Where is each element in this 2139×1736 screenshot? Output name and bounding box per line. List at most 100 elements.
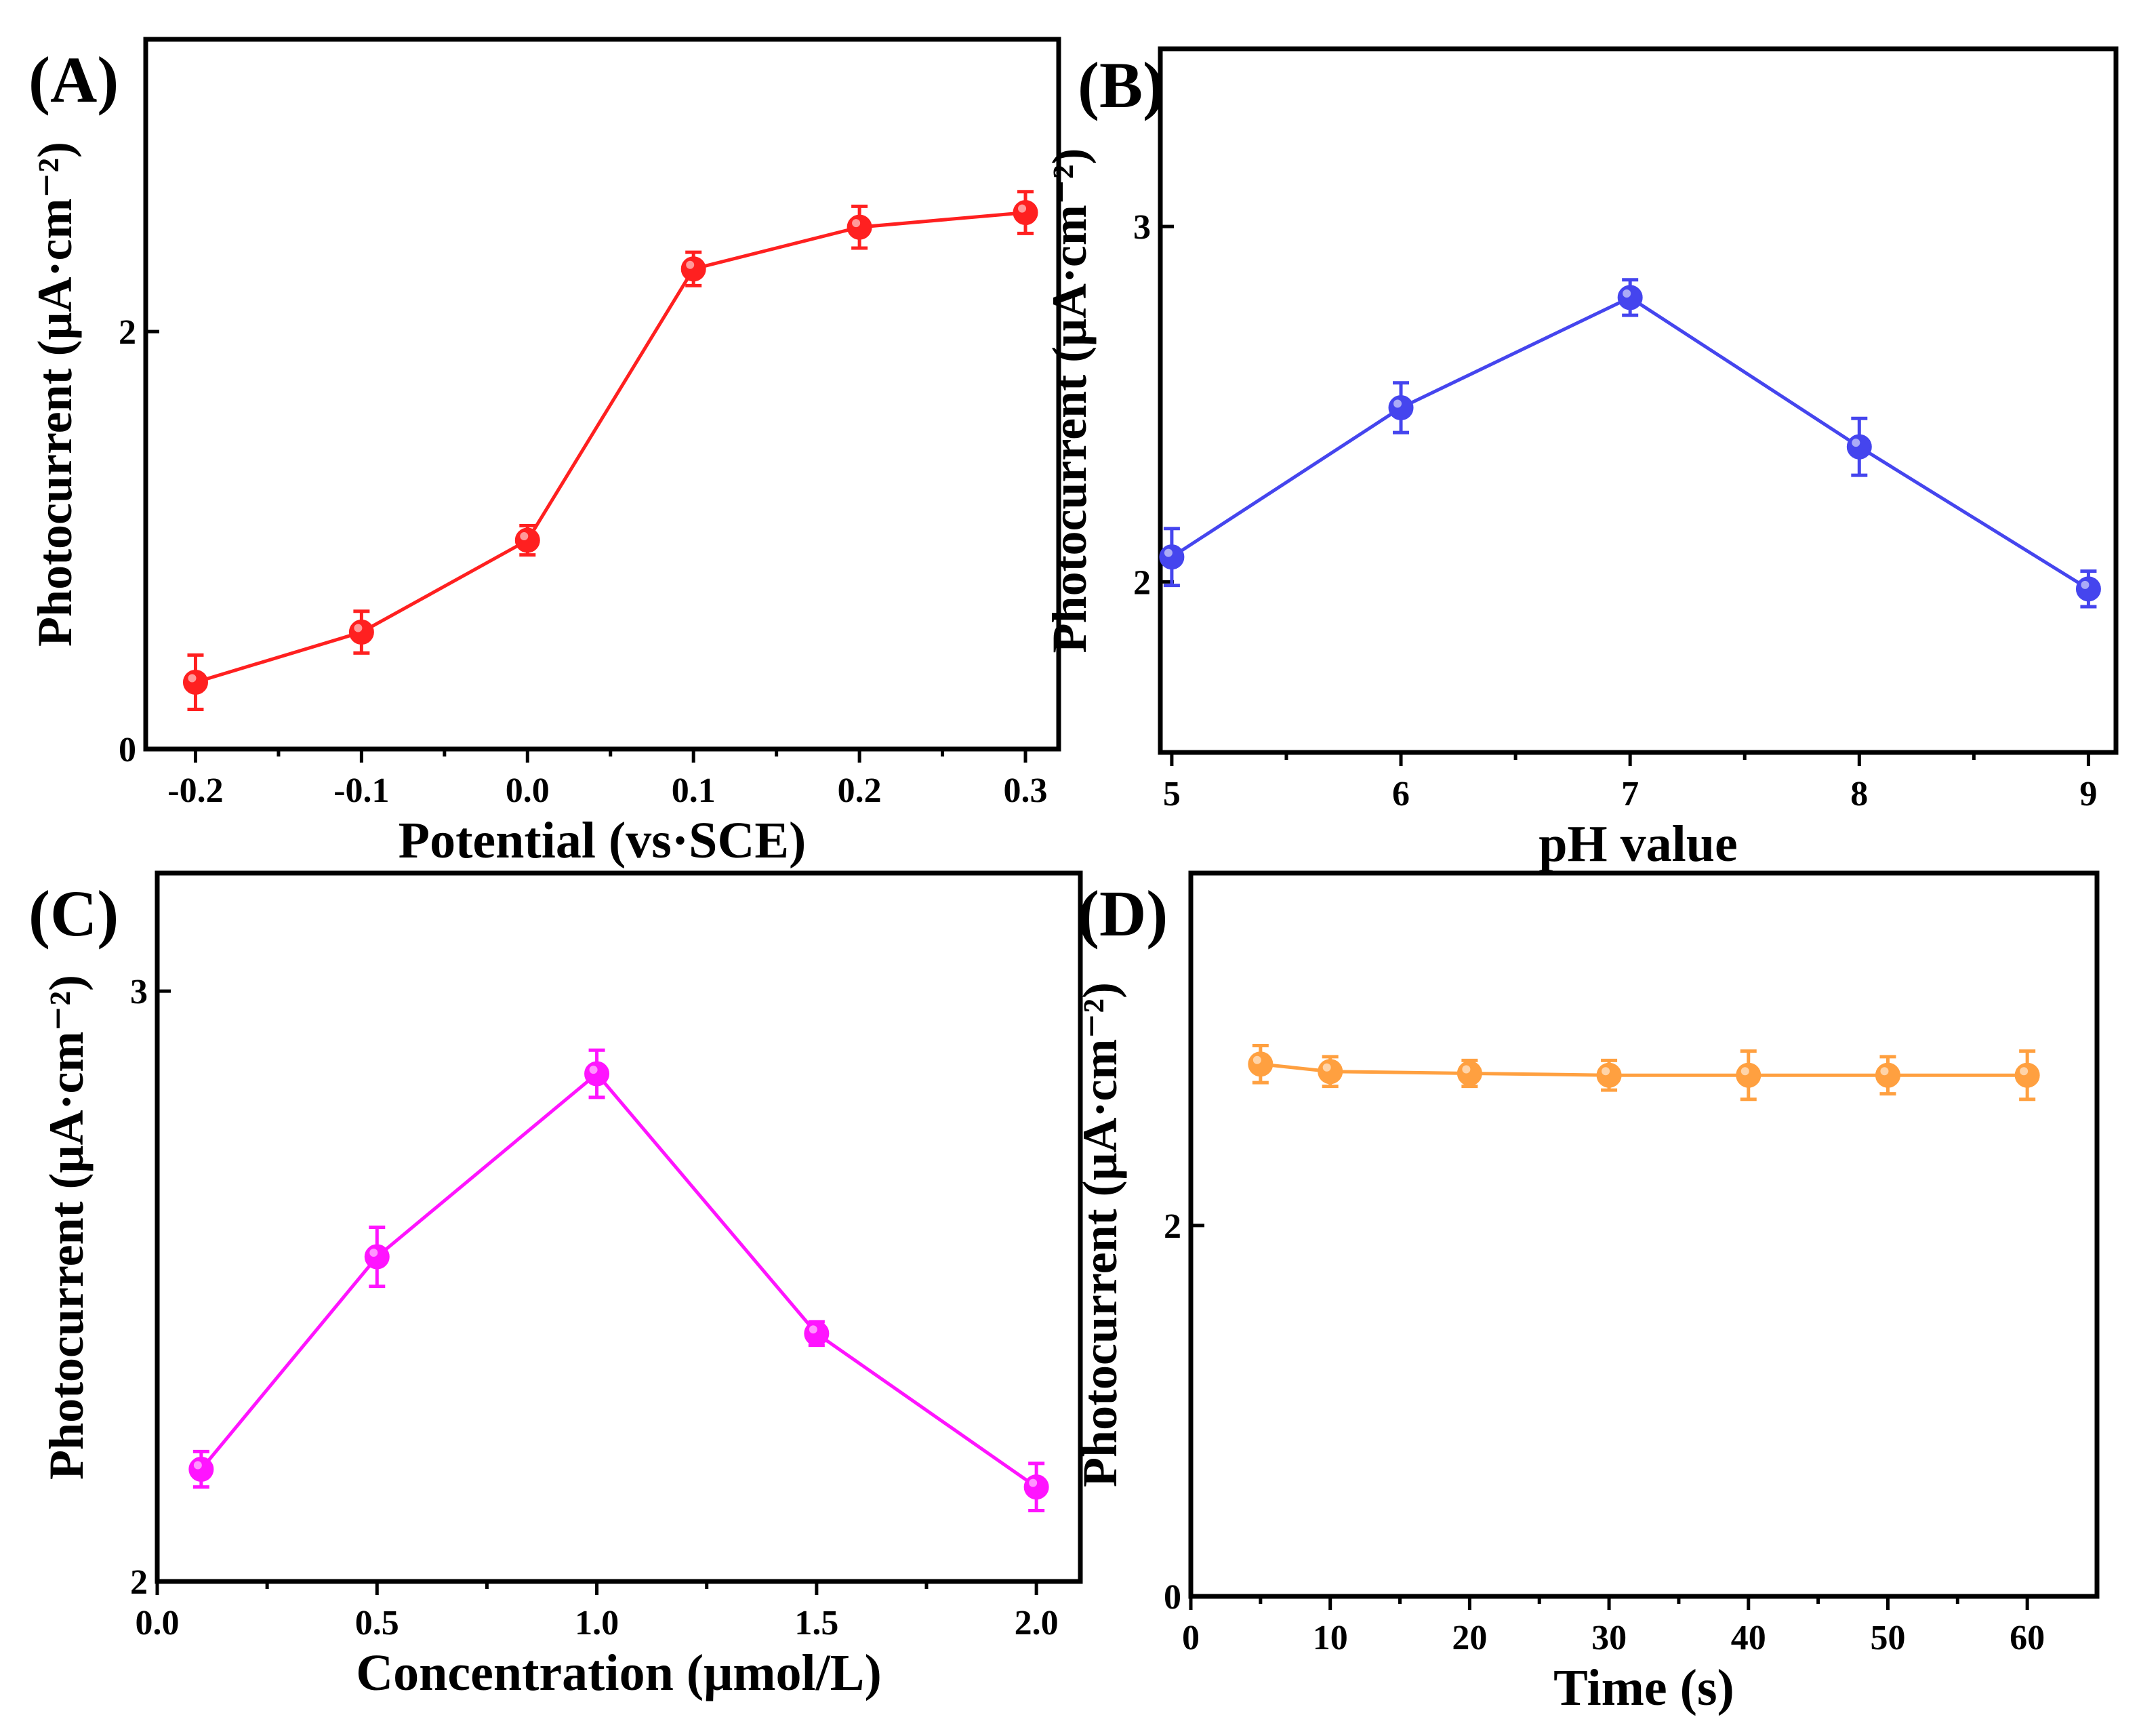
x-axis-title-b: pH value xyxy=(1539,815,1738,872)
y-tick-label-d-0: 0 xyxy=(1164,1578,1181,1617)
data-point-highlight-a-1 xyxy=(354,624,363,632)
x-axis-title-a: Potential (vs·SCE) xyxy=(399,812,807,869)
data-point-highlight-d-2 xyxy=(1462,1065,1471,1074)
data-point-highlight-d-1 xyxy=(1322,1063,1331,1072)
series-line-d xyxy=(1260,1062,2028,1077)
x-tick-label-a-4: 0.2 xyxy=(838,771,882,810)
panel-label-c: (C) xyxy=(28,877,119,950)
y-axis-title-d: Photocurrent (μA·cm⁻²) xyxy=(1073,982,1127,1487)
data-point-c-1 xyxy=(364,1244,390,1270)
data-point-highlight-b-2 xyxy=(1623,289,1631,298)
x-tick-label-c-0: 0.0 xyxy=(136,1604,180,1642)
series-line-a xyxy=(195,211,1026,684)
data-point-highlight-a-5 xyxy=(1018,204,1027,213)
data-point-highlight-c-4 xyxy=(1029,1478,1038,1487)
data-point-highlight-b-1 xyxy=(1393,399,1402,408)
y-tick-label-a-0: 0 xyxy=(119,731,136,769)
x-tick-label-d-3: 30 xyxy=(1591,1619,1627,1657)
x-tick-label-a-1: -0.1 xyxy=(333,771,389,810)
plot-frame-d xyxy=(1188,870,2100,1599)
data-point-b-2 xyxy=(1617,285,1643,310)
series-line-b xyxy=(1170,296,2090,590)
data-point-d-0 xyxy=(1248,1051,1274,1077)
x-axis-title-c: Concentration (μmol/L) xyxy=(356,1644,882,1701)
data-point-a-3 xyxy=(680,256,706,282)
panel-label-b: (B) xyxy=(1078,49,1164,121)
x-tick-label-d-5: 50 xyxy=(1870,1619,1905,1657)
x-tick-label-a-3: 0.1 xyxy=(672,771,716,810)
x-tick-label-a-2: 0.0 xyxy=(506,771,550,810)
data-point-highlight-d-5 xyxy=(1880,1067,1889,1076)
data-point-highlight-b-3 xyxy=(1852,439,1860,447)
data-point-d-3 xyxy=(1596,1062,1622,1088)
data-point-c-3 xyxy=(804,1320,830,1346)
y-axis-title-c: Photocurrent (μA·cm⁻²) xyxy=(39,975,94,1480)
data-point-d-4 xyxy=(1736,1062,1761,1088)
data-point-d-1 xyxy=(1318,1059,1343,1085)
panel-c: (C) 0.0 0.5 1.0 1.5 2.0 2 3 Concentration (μmol/… xyxy=(28,870,1083,1701)
data-point-a-5 xyxy=(1013,200,1038,226)
y-axis-title-a: Photocurrent (μA·cm⁻²) xyxy=(28,142,82,647)
data-point-a-4 xyxy=(847,214,872,240)
panel-a: (A) -0.2 -0.1 0.0 0.1 0.2 0.3 0 2 Potential (vs·S… xyxy=(28,37,1061,869)
data-point-highlight-c-1 xyxy=(369,1249,378,1257)
data-point-highlight-b-0 xyxy=(1164,548,1173,557)
data-point-highlight-c-0 xyxy=(193,1461,202,1470)
data-point-highlight-a-4 xyxy=(852,219,861,228)
plot-frame-b xyxy=(1158,46,2119,755)
data-point-highlight-c-3 xyxy=(809,1325,817,1334)
y-tick-label-b-0: 2 xyxy=(1133,563,1151,602)
data-point-b-4 xyxy=(2075,576,2101,602)
series-line-c xyxy=(199,1071,1038,1489)
x-tick-label-a-5: 0.3 xyxy=(1004,771,1048,810)
y-tick-label-a-1: 2 xyxy=(119,313,136,352)
y-axis-title-b: Photocurrent (μA·cm⁻²) xyxy=(1042,148,1097,653)
data-point-highlight-c-2 xyxy=(589,1066,598,1074)
plot-frame-c xyxy=(155,870,1083,1584)
x-tick-label-d-6: 60 xyxy=(2010,1619,2045,1657)
x-tick-label-b-2: 7 xyxy=(1621,775,1639,813)
x-tick-label-c-1: 0.5 xyxy=(355,1604,399,1642)
y-tick-label-c-0: 2 xyxy=(130,1563,148,1602)
panel-label-a: (A) xyxy=(28,43,119,116)
x-tick-label-c-4: 2.0 xyxy=(1015,1604,1059,1642)
x-tick-label-d-2: 20 xyxy=(1452,1619,1487,1657)
data-point-highlight-d-6 xyxy=(2020,1067,2029,1076)
y-tick-label-d-1: 2 xyxy=(1164,1207,1181,1246)
data-point-b-0 xyxy=(1159,544,1185,570)
data-point-highlight-d-3 xyxy=(1602,1067,1610,1076)
data-point-highlight-b-4 xyxy=(2081,580,2090,589)
data-point-b-1 xyxy=(1388,395,1414,420)
data-point-d-6 xyxy=(2014,1062,2040,1088)
data-point-highlight-d-4 xyxy=(1740,1067,1749,1076)
x-tick-label-b-0: 5 xyxy=(1163,775,1181,813)
data-point-highlight-a-3 xyxy=(686,260,695,269)
x-tick-label-c-3: 1.5 xyxy=(794,1604,838,1642)
x-tick-label-b-4: 9 xyxy=(2079,775,2097,813)
x-tick-label-c-2: 1.0 xyxy=(575,1604,619,1642)
data-point-highlight-d-0 xyxy=(1252,1055,1261,1064)
x-tick-label-a-0: -0.2 xyxy=(167,771,223,810)
data-point-a-1 xyxy=(348,620,374,645)
plot-frame-a xyxy=(143,37,1061,752)
x-tick-label-d-4: 40 xyxy=(1731,1619,1766,1657)
y-tick-label-b-1: 3 xyxy=(1133,208,1151,247)
data-point-d-2 xyxy=(1456,1060,1482,1086)
data-point-highlight-a-0 xyxy=(188,674,197,683)
data-point-a-2 xyxy=(514,527,540,553)
panel-d: (D) 0 10 20 30 40 50 60 0 2 Time (s) Photocurrent (… xyxy=(1073,870,2100,1716)
data-point-b-3 xyxy=(1846,434,1872,460)
data-point-c-4 xyxy=(1023,1474,1049,1500)
x-tick-label-b-3: 8 xyxy=(1850,775,1868,813)
x-axis-title-d: Time (s) xyxy=(1553,1659,1734,1716)
data-point-a-0 xyxy=(182,669,208,695)
x-tick-label-b-1: 6 xyxy=(1392,775,1410,813)
data-point-d-5 xyxy=(1875,1062,1900,1088)
x-tick-label-d-0: 0 xyxy=(1182,1619,1200,1657)
x-tick-label-d-1: 10 xyxy=(1313,1619,1348,1657)
panel-label-d: (D) xyxy=(1078,877,1168,950)
data-point-highlight-a-2 xyxy=(520,532,529,541)
y-tick-label-c-1: 3 xyxy=(130,973,148,1011)
